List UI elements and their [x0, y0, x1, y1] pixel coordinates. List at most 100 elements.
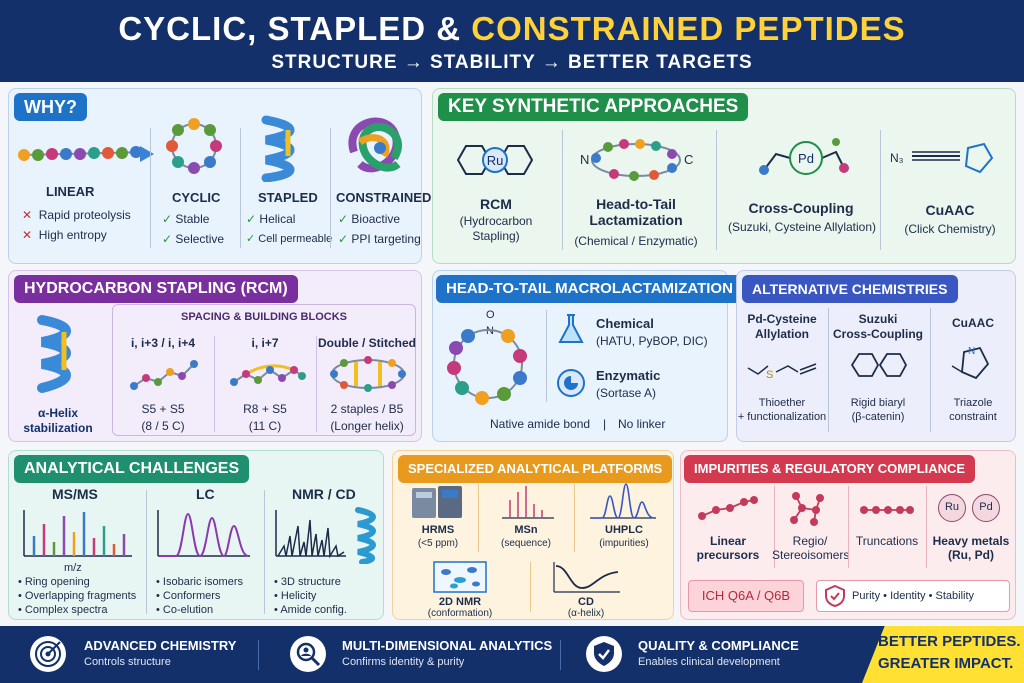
linear-item-2: ✕ High entropy	[22, 228, 107, 242]
msms-item-1-text: Ring opening	[24, 576, 90, 588]
enzyme-icon	[557, 369, 585, 397]
enzymatic-sub: (Sortase A)	[596, 386, 657, 400]
ring-c-label: C	[684, 152, 693, 167]
alt-divider-1	[828, 308, 829, 432]
why-divider-1	[150, 128, 151, 248]
constrained-knot-icon	[348, 117, 402, 173]
nmr-item-2: • Helicity	[274, 590, 317, 602]
cyclic-item-1: ✓ Stable	[162, 212, 210, 226]
lc-item-3: • Co-elution	[156, 604, 214, 616]
msn-sub: (sequence)	[500, 538, 552, 549]
constrained-item-1: ✓ Bioactive	[338, 212, 401, 226]
lactamization-sub: (Chemical / Enzymatic)	[574, 234, 698, 248]
footer-item-3-title: QUALITY & COMPLIANCE	[638, 638, 799, 653]
nmr-spectrum-icon	[275, 507, 376, 564]
lc-chromatogram-icon	[157, 510, 250, 558]
nmr-item-1-text: 3D structure	[280, 576, 341, 588]
nmr-item-1: • 3D structure	[274, 576, 341, 588]
page-subtitle: STRUCTURE → STABILITY → BETTER TARGETS	[271, 52, 753, 73]
challenges-tag: ANALYTICAL CHALLENGES	[14, 455, 250, 483]
alt-tag: ALTERNATIVE CHEMISTRIES	[742, 275, 958, 303]
stereoisomer-icon	[790, 492, 824, 526]
2d-nmr-title: 2D NMR	[438, 596, 482, 608]
uhplc-chromatogram-icon	[590, 483, 656, 519]
slogan-line-2: GREATER IMPACT.	[878, 655, 1014, 672]
uhplc-sub: (impurities)	[599, 538, 649, 549]
quality-text: Purity • Identity • Stability	[852, 590, 975, 602]
helix-stabilization-label: α-Helix stabilization	[23, 406, 93, 435]
spacing-col-1-head: i, i+3 / i, i+4	[130, 336, 196, 350]
constrained-item-1-text: Bioactive	[351, 212, 401, 226]
pd-icon-text: Pd	[798, 151, 814, 166]
alt-col-1-title: Pd-Cysteine Allylation	[747, 312, 817, 341]
footer-item-2-sub: Confirms identity & purity	[342, 656, 465, 668]
impurity-2-title: Regio/ Stereoisomers	[772, 534, 850, 562]
alt-col-2-sub: Rigid biaryl (β-catenin)	[850, 397, 906, 423]
impurities-divider-1	[774, 486, 775, 568]
alpha-helix-icon	[37, 315, 71, 393]
alt-col-3-sub: Triazole constraint	[949, 397, 997, 423]
impurities-divider-2	[848, 486, 849, 568]
why-divider-2	[240, 128, 241, 248]
chemical-sub: (HATU, PyBOP, DIC)	[596, 334, 708, 348]
spacing-col-3-head: Double / Stitched	[318, 336, 417, 350]
pd-metal-text: Pd	[979, 501, 993, 513]
lactamization-title: Head-to-Tail Lactamization	[589, 196, 683, 228]
impurity-3-title: Truncations	[855, 534, 919, 548]
nmr-item-3-text: Amide config.	[280, 604, 347, 616]
click-triazole-icon: N₃	[890, 142, 994, 174]
cyclic-label: CYCLIC	[172, 190, 221, 205]
stapled-label: STAPLED	[258, 190, 318, 205]
spacing-col-2-l1: R8 + S5	[243, 402, 287, 416]
ms-spectrum-icon	[23, 510, 132, 557]
stapled-helix-icon	[261, 115, 295, 182]
linear-peptide-icon	[18, 146, 154, 162]
why-tag: WHY?	[14, 93, 87, 121]
slogan-banner	[862, 626, 1024, 683]
magnifier-user-icon	[290, 636, 326, 672]
impurities-tag: IMPURITIES & REGULATORY COMPLIANCE	[684, 455, 976, 483]
thioether-icon: S	[747, 363, 817, 381]
ru-metal-text: Ru	[944, 501, 960, 513]
macro-footer-a: Native amide bond	[490, 417, 591, 431]
alt-col-1-sub: Thioether + functionalization	[737, 397, 827, 423]
spacing-box	[112, 304, 416, 436]
cyclic-item-2: ✓ Selective	[162, 232, 225, 246]
double-staple-icon	[330, 356, 406, 392]
spacing-divider-2	[316, 336, 317, 432]
ich-text: ICH Q6A / Q6B	[701, 588, 791, 603]
macro-footer-sep: |	[603, 417, 607, 431]
footer-item-1-title: ADVANCED CHEMISTRY	[84, 638, 237, 653]
quality-badge	[816, 580, 1010, 612]
spacing-i4-icon	[130, 360, 198, 390]
nmr-item-3: • Amide config.	[274, 604, 347, 616]
macro-divider	[546, 310, 547, 402]
lc-title: LC	[196, 486, 215, 502]
footer-item-3-sub: Enables clinical development	[638, 656, 780, 668]
ich-badge	[688, 580, 804, 612]
rcm-sub: (Hydrocarbon Stapling)	[459, 214, 533, 243]
msn-title: MSn	[514, 524, 538, 536]
shield-icon	[586, 636, 622, 672]
spacing-col-3-l2: (Longer helix)	[330, 419, 404, 433]
msms-axis-label: m/z	[64, 562, 82, 574]
msms-item-2-text: Overlapping fragments	[24, 590, 137, 602]
thioether-s-label: S	[766, 369, 773, 381]
lc-item-2: • Conformers	[156, 590, 221, 602]
footer-divider-2	[560, 640, 561, 670]
alt-col-3-title: CuAAC	[952, 316, 994, 330]
linear-precursor-icon	[698, 496, 758, 520]
cd-sub: (α-helix)	[567, 608, 605, 619]
platforms-divider-3	[530, 562, 531, 612]
msms-item-3-text: Complex spectra	[24, 604, 108, 616]
rcm-title: RCM	[480, 196, 512, 212]
stapled-item-1: ✓ Helical	[246, 212, 296, 226]
msms-title: MS/MS	[52, 486, 98, 502]
head-to-tail-ring-icon: N C	[580, 139, 693, 181]
linear-label: LINEAR	[46, 184, 95, 199]
impurity-4-title: Heavy metals (Ru, Pd)	[932, 534, 1010, 562]
macrolactam-ring-icon: O N	[447, 309, 527, 405]
title-part-a: CYCLIC, STAPLED &	[118, 10, 472, 47]
ring-o-label: O	[486, 309, 495, 321]
